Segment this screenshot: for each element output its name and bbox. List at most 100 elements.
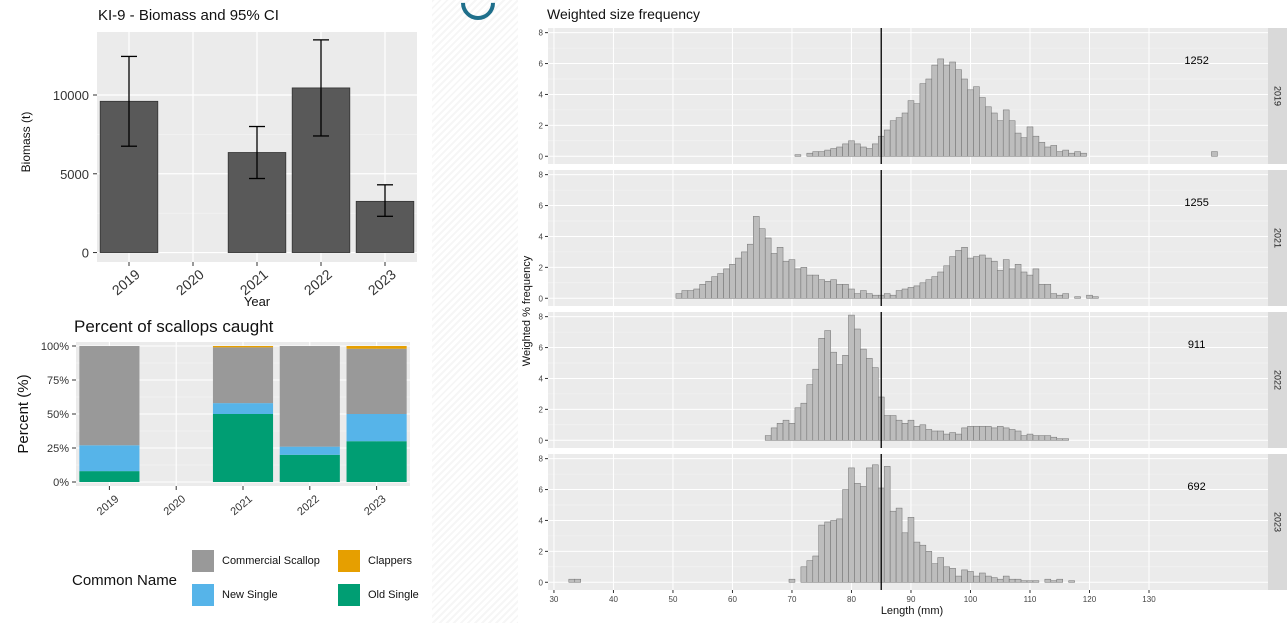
histogram-bar — [729, 264, 736, 299]
histogram-bar — [1074, 151, 1081, 157]
percent-chart-title: Percent of scallops caught — [74, 317, 274, 336]
histogram-bar — [1044, 146, 1052, 157]
histogram-bar — [895, 507, 903, 583]
histogram-bar — [943, 64, 950, 157]
y-tick-label: 6 — [539, 202, 544, 211]
histogram-bar — [1020, 271, 1028, 299]
histogram-bar — [961, 427, 968, 441]
histogram-bar — [1008, 429, 1016, 441]
y-tick-label: 2 — [539, 405, 544, 414]
histogram-bar — [991, 577, 998, 583]
histogram-bar — [1038, 435, 1046, 441]
legend-item-commercial-scallop: Commercial Scallop — [192, 550, 320, 572]
legend-item-new-single: New Single — [192, 584, 278, 606]
stacked-bar-segment — [212, 403, 274, 414]
histogram-bar — [907, 517, 915, 583]
histogram-bar — [931, 563, 939, 583]
y-tick-label: 4 — [539, 374, 544, 383]
divider-stripe — [432, 0, 518, 623]
histogram-bar — [1026, 580, 1034, 583]
histogram-bar — [1032, 580, 1040, 583]
histogram-bar — [913, 103, 921, 157]
histogram-bar — [1211, 151, 1218, 157]
histogram-bar — [872, 464, 879, 583]
histogram-bar — [693, 288, 700, 299]
x-tick-label: 30 — [549, 595, 558, 604]
histogram-bar — [925, 279, 933, 299]
histogram-bar — [1056, 438, 1063, 441]
histogram-bar — [806, 274, 814, 299]
histogram-bar — [1038, 142, 1046, 157]
y-tick-label: 6 — [539, 486, 544, 495]
stacked-bar-segment — [279, 346, 340, 447]
histogram-bar — [770, 427, 778, 441]
y-tick-label: 0 — [539, 578, 544, 587]
histogram-bar — [1050, 580, 1058, 583]
stacked-bar-segment — [346, 348, 407, 414]
histogram-bar — [770, 253, 778, 299]
histogram-bar — [854, 328, 861, 441]
histogram-bar — [758, 228, 766, 299]
histogram-bar — [830, 351, 837, 441]
x-tick-label: 60 — [728, 595, 737, 604]
histogram-bar — [925, 429, 933, 441]
histogram-bar — [1092, 296, 1099, 299]
histogram-bar — [776, 423, 784, 441]
histogram-bar — [937, 58, 944, 157]
histogram-bar — [836, 284, 843, 299]
histogram-bar — [1056, 578, 1063, 583]
y-tick-label: 0 — [539, 436, 544, 445]
histogram-bar — [681, 290, 689, 299]
percent-chart: Percent of scallops caught 0% 25% 50% 75% 10… — [15, 317, 410, 518]
legend-label: Commercial Scallop — [222, 555, 320, 567]
histogram-bar — [836, 364, 843, 441]
facet-strip — [1268, 312, 1287, 448]
histogram-bar — [812, 555, 819, 583]
legend-label: New Single — [222, 589, 278, 601]
histogram-bar — [836, 518, 843, 583]
size-frequency-y-axis-label: Weighted % frequency — [521, 255, 533, 366]
x-tick-label: 80 — [847, 595, 856, 604]
histogram-bar — [931, 430, 939, 441]
histogram-bar — [711, 276, 718, 299]
histogram-bar — [860, 290, 867, 299]
stacked-bar-segment — [279, 446, 340, 455]
histogram-bar — [818, 151, 825, 157]
stacked-bar-segment — [346, 346, 407, 349]
facet-panel — [548, 170, 1268, 306]
histogram-bar — [806, 560, 814, 583]
histogram-bar — [1032, 268, 1040, 299]
sample-count-label: 1255 — [1184, 197, 1208, 209]
x-tick-label: 130 — [1142, 595, 1156, 604]
histogram-bar — [979, 254, 986, 299]
histogram-bar — [860, 486, 867, 583]
histogram-bar — [949, 432, 956, 441]
histogram-bar — [776, 247, 784, 299]
histogram-bar — [824, 330, 831, 441]
y-tick-label: 4 — [539, 232, 544, 241]
histogram-bar — [788, 578, 796, 583]
x-tick-label: 2023 — [362, 493, 388, 518]
size-frequency-chart: Weighted size frequency 0 2 4 6 8 1252 2019 0 2 4… — [521, 6, 1287, 617]
histogram-bar — [883, 293, 891, 299]
histogram-bar — [901, 532, 909, 583]
histogram-bar — [1044, 435, 1052, 441]
histogram-bar — [1056, 294, 1063, 299]
histogram-bar — [973, 426, 980, 441]
y-tick-label: 8 — [539, 29, 544, 38]
histogram-bar — [854, 483, 861, 583]
y-tick-label: 25% — [47, 443, 69, 455]
histogram-bar — [907, 287, 915, 299]
facet-strip — [1268, 28, 1287, 164]
x-tick-label: 2022 — [301, 266, 335, 298]
histogram-bar — [943, 566, 950, 583]
x-tick-label: 2019 — [95, 493, 121, 518]
histogram-bar — [782, 260, 790, 299]
histogram-bar — [782, 419, 790, 441]
y-tick-label: 8 — [539, 171, 544, 180]
sample-count-label: 1252 — [1184, 55, 1208, 67]
x-tick-label: 2023 — [365, 266, 399, 298]
histogram-bar — [788, 259, 796, 299]
histogram-bar — [961, 569, 968, 583]
histogram-bar — [883, 415, 891, 441]
